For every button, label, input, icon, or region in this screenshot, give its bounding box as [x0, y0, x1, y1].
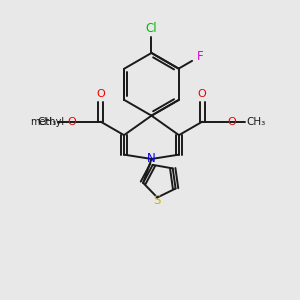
Text: S: S — [154, 194, 161, 207]
Text: O: O — [227, 117, 236, 127]
Text: CH₃: CH₃ — [38, 117, 57, 127]
Text: F: F — [197, 50, 203, 63]
Text: N: N — [147, 152, 156, 166]
Text: Cl: Cl — [146, 22, 157, 35]
Text: CH₃: CH₃ — [246, 117, 266, 127]
Text: O: O — [96, 89, 105, 99]
Text: methyl: methyl — [30, 117, 64, 127]
Text: O: O — [67, 117, 76, 127]
Text: O: O — [198, 89, 207, 99]
